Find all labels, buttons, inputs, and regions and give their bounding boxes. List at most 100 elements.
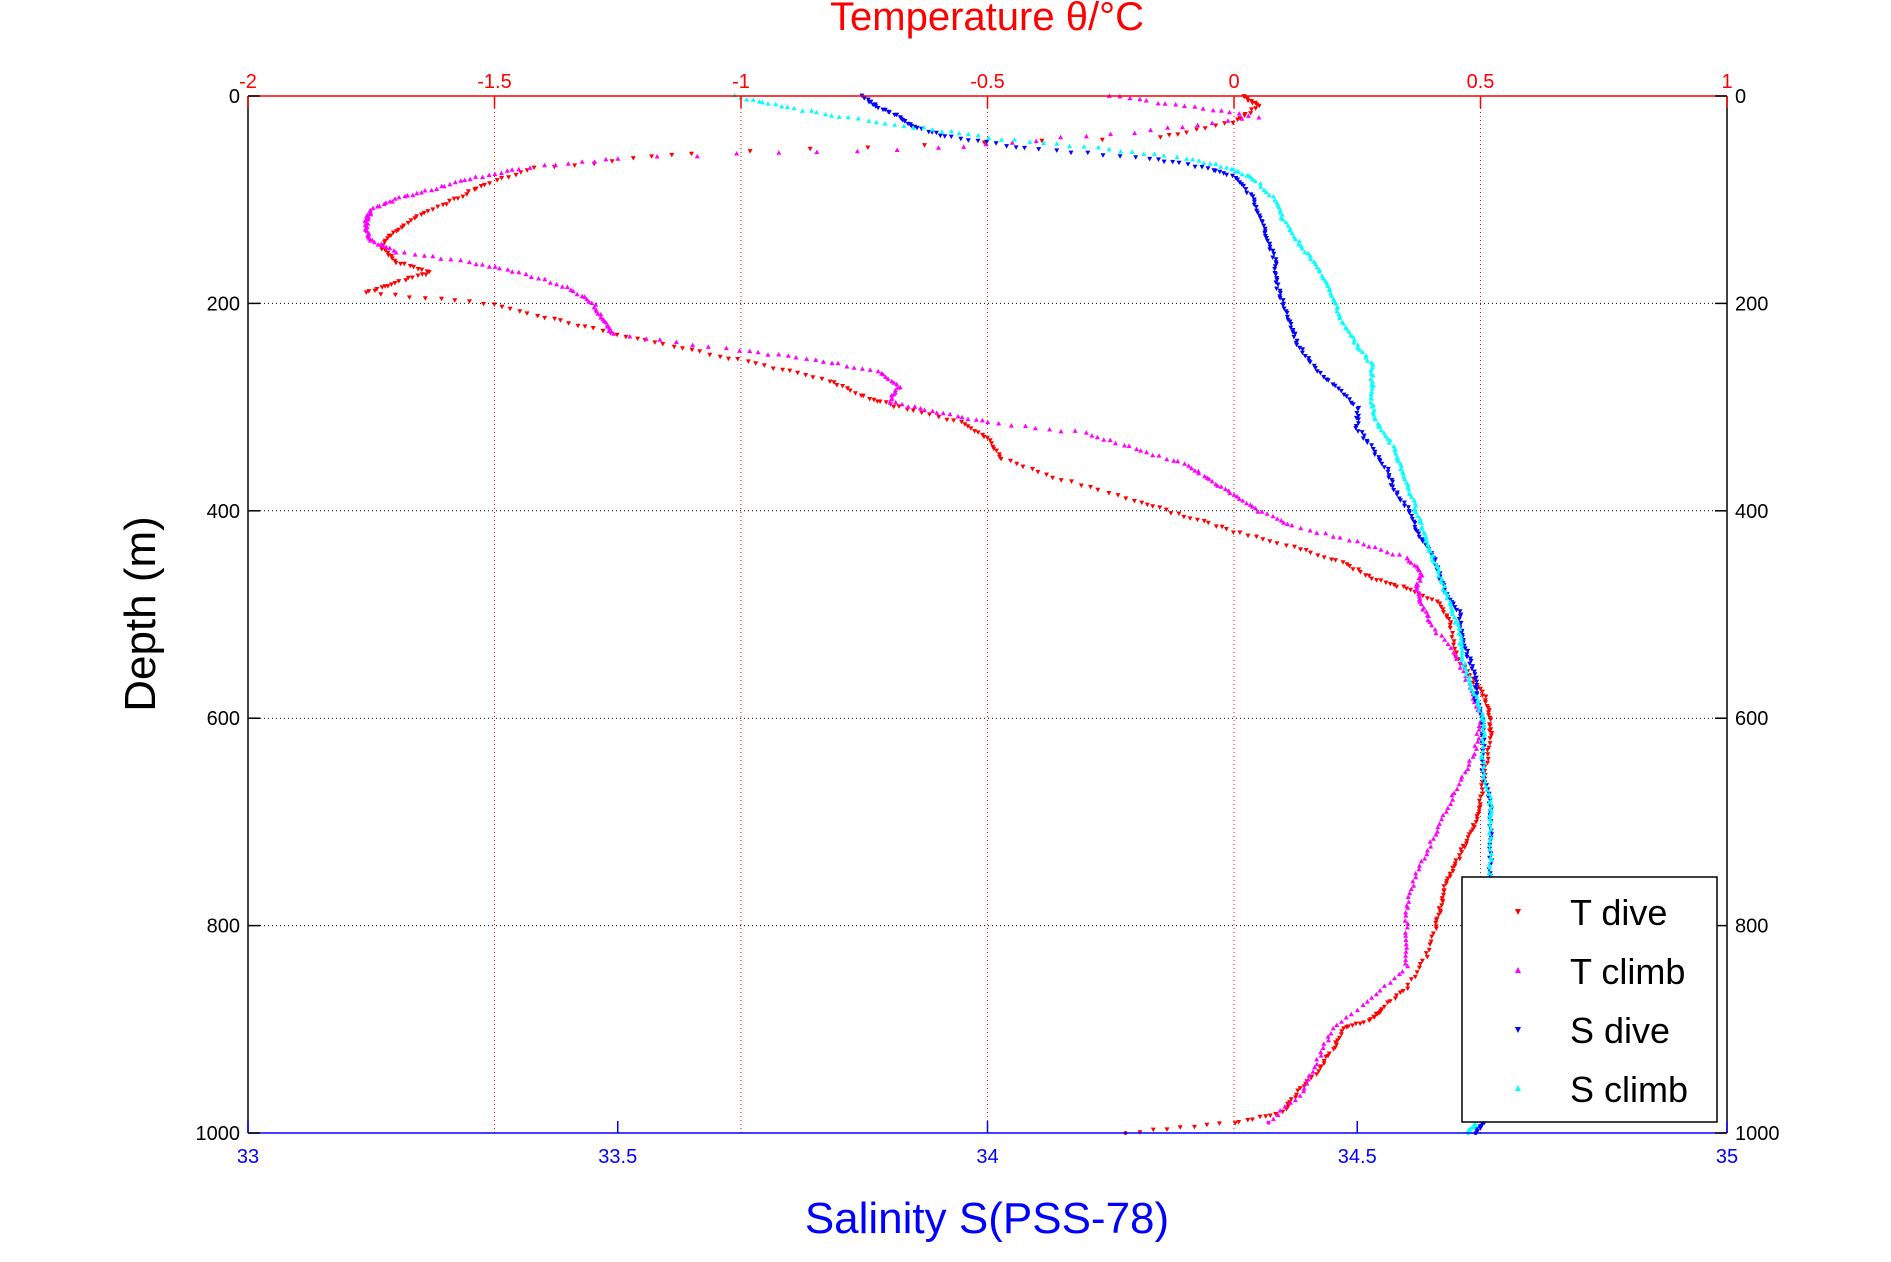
data-point [1245,1118,1251,1123]
data-point [1295,1088,1301,1093]
data-point [689,347,695,353]
data-point [942,134,948,139]
data-point [1196,470,1202,476]
data-point [542,315,548,321]
data-point [388,282,394,287]
data-point [448,256,454,262]
data-point [1161,159,1167,165]
data-point [1486,830,1492,836]
data-point [1330,534,1336,539]
data-point [882,107,888,113]
data-point [1450,797,1456,802]
data-point [1481,763,1487,769]
data-point [1361,433,1367,438]
data-point [1085,150,1091,156]
data-point [1397,552,1402,557]
data-point [1107,437,1113,443]
data-point [1474,814,1480,819]
data-point [1316,1069,1322,1074]
data-point [1399,969,1405,974]
data-point [1381,430,1387,435]
data-point [1270,248,1276,254]
data-point [1212,168,1218,174]
data-point [859,366,865,371]
data-point [1443,881,1449,886]
data-point [998,456,1004,462]
data-point [1230,120,1236,126]
data-point [1200,106,1206,111]
data-point [1218,108,1224,113]
data-point [1332,383,1338,389]
data-point [776,352,782,357]
data-point [506,175,512,180]
data-point [871,397,877,403]
data-point [1369,443,1375,448]
data-point [425,209,431,214]
data-point [961,144,967,149]
data-point [1477,686,1483,692]
data-point [1467,679,1473,684]
data-point [1339,1029,1345,1034]
data-point [1235,117,1241,122]
data-point [1177,1125,1183,1130]
data-point [1368,392,1374,397]
data-point [1458,660,1464,666]
data-point [1413,509,1419,515]
data-point [1424,954,1430,960]
data-point [1485,752,1491,757]
data-point [419,267,425,273]
data-point [1439,896,1445,901]
data-point [1287,227,1293,233]
data-point [582,324,588,329]
data-point [1320,1045,1326,1050]
data-point [1400,989,1406,994]
data-point [1321,1061,1327,1066]
data-point [1361,1020,1367,1025]
data-point [1113,440,1118,446]
data-point [1401,584,1407,589]
data-point [523,271,529,277]
data-point [962,422,968,427]
data-point [723,345,729,351]
data-point [1255,210,1261,216]
data-point [1440,812,1446,818]
data-point [1378,547,1384,552]
data-point [1257,1114,1263,1120]
data-point [1414,529,1420,534]
data-point [1292,331,1298,337]
data-point [885,376,891,381]
data-point [1459,650,1465,656]
data-point [1412,974,1418,980]
data-point [1306,356,1312,361]
data-point [390,230,396,235]
data-point [1258,181,1263,186]
data-point [726,356,731,362]
data-point [1485,748,1490,753]
data-point [820,359,826,364]
data-point [552,316,558,322]
data-point [1476,798,1482,804]
data-point [1372,449,1378,455]
data-point [439,296,444,302]
data-point [1340,560,1346,565]
data-point [861,95,867,101]
data-point [1487,822,1493,828]
data-point [481,301,486,307]
data-point [1133,155,1139,160]
data-point [1171,458,1177,463]
data-point [498,170,504,176]
data-point [1413,587,1419,592]
data-point [669,152,675,158]
data-point [930,408,936,413]
data-point [385,236,391,241]
data-point [1405,482,1411,487]
data-point [1175,132,1181,137]
data-point [1391,488,1397,493]
data-point [1422,856,1428,861]
data-point [1450,869,1456,874]
data-point [1463,672,1469,677]
data-point [927,412,932,417]
data-point [1150,452,1156,458]
data-point [1463,666,1469,671]
data-point [1449,611,1455,617]
